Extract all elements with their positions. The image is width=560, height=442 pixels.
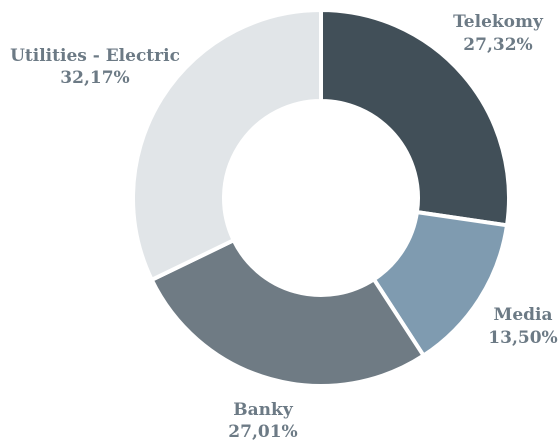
- slice-label-banky-value: 27,01%: [228, 422, 297, 442]
- slice-label-telekomy-value: 27,32%: [463, 35, 532, 55]
- donut-slice-banky: [149, 238, 426, 388]
- donut-slice-utilities-electric: [131, 8, 323, 282]
- slice-label-banky-name: Banky: [233, 400, 294, 420]
- slice-label-media-name: Media: [494, 305, 553, 325]
- slice-label-banky: Banky 27,01%: [228, 400, 297, 442]
- slice-label-utilities-electric-value: 32,17%: [60, 68, 129, 88]
- slice-label-telekomy-name: Telekomy: [453, 12, 544, 32]
- slice-label-utilities-electric: Utilities - Electric 32,17%: [10, 46, 180, 88]
- donut-slice-telekomy: [319, 8, 511, 228]
- donut-slices: [131, 8, 511, 388]
- slice-label-media-value: 13,50%: [488, 328, 557, 348]
- slice-label-utilities-electric-name: Utilities - Electric: [10, 46, 180, 66]
- slice-label-media: Media 13,50%: [488, 305, 557, 348]
- slice-label-telekomy: Telekomy 27,32%: [453, 12, 544, 55]
